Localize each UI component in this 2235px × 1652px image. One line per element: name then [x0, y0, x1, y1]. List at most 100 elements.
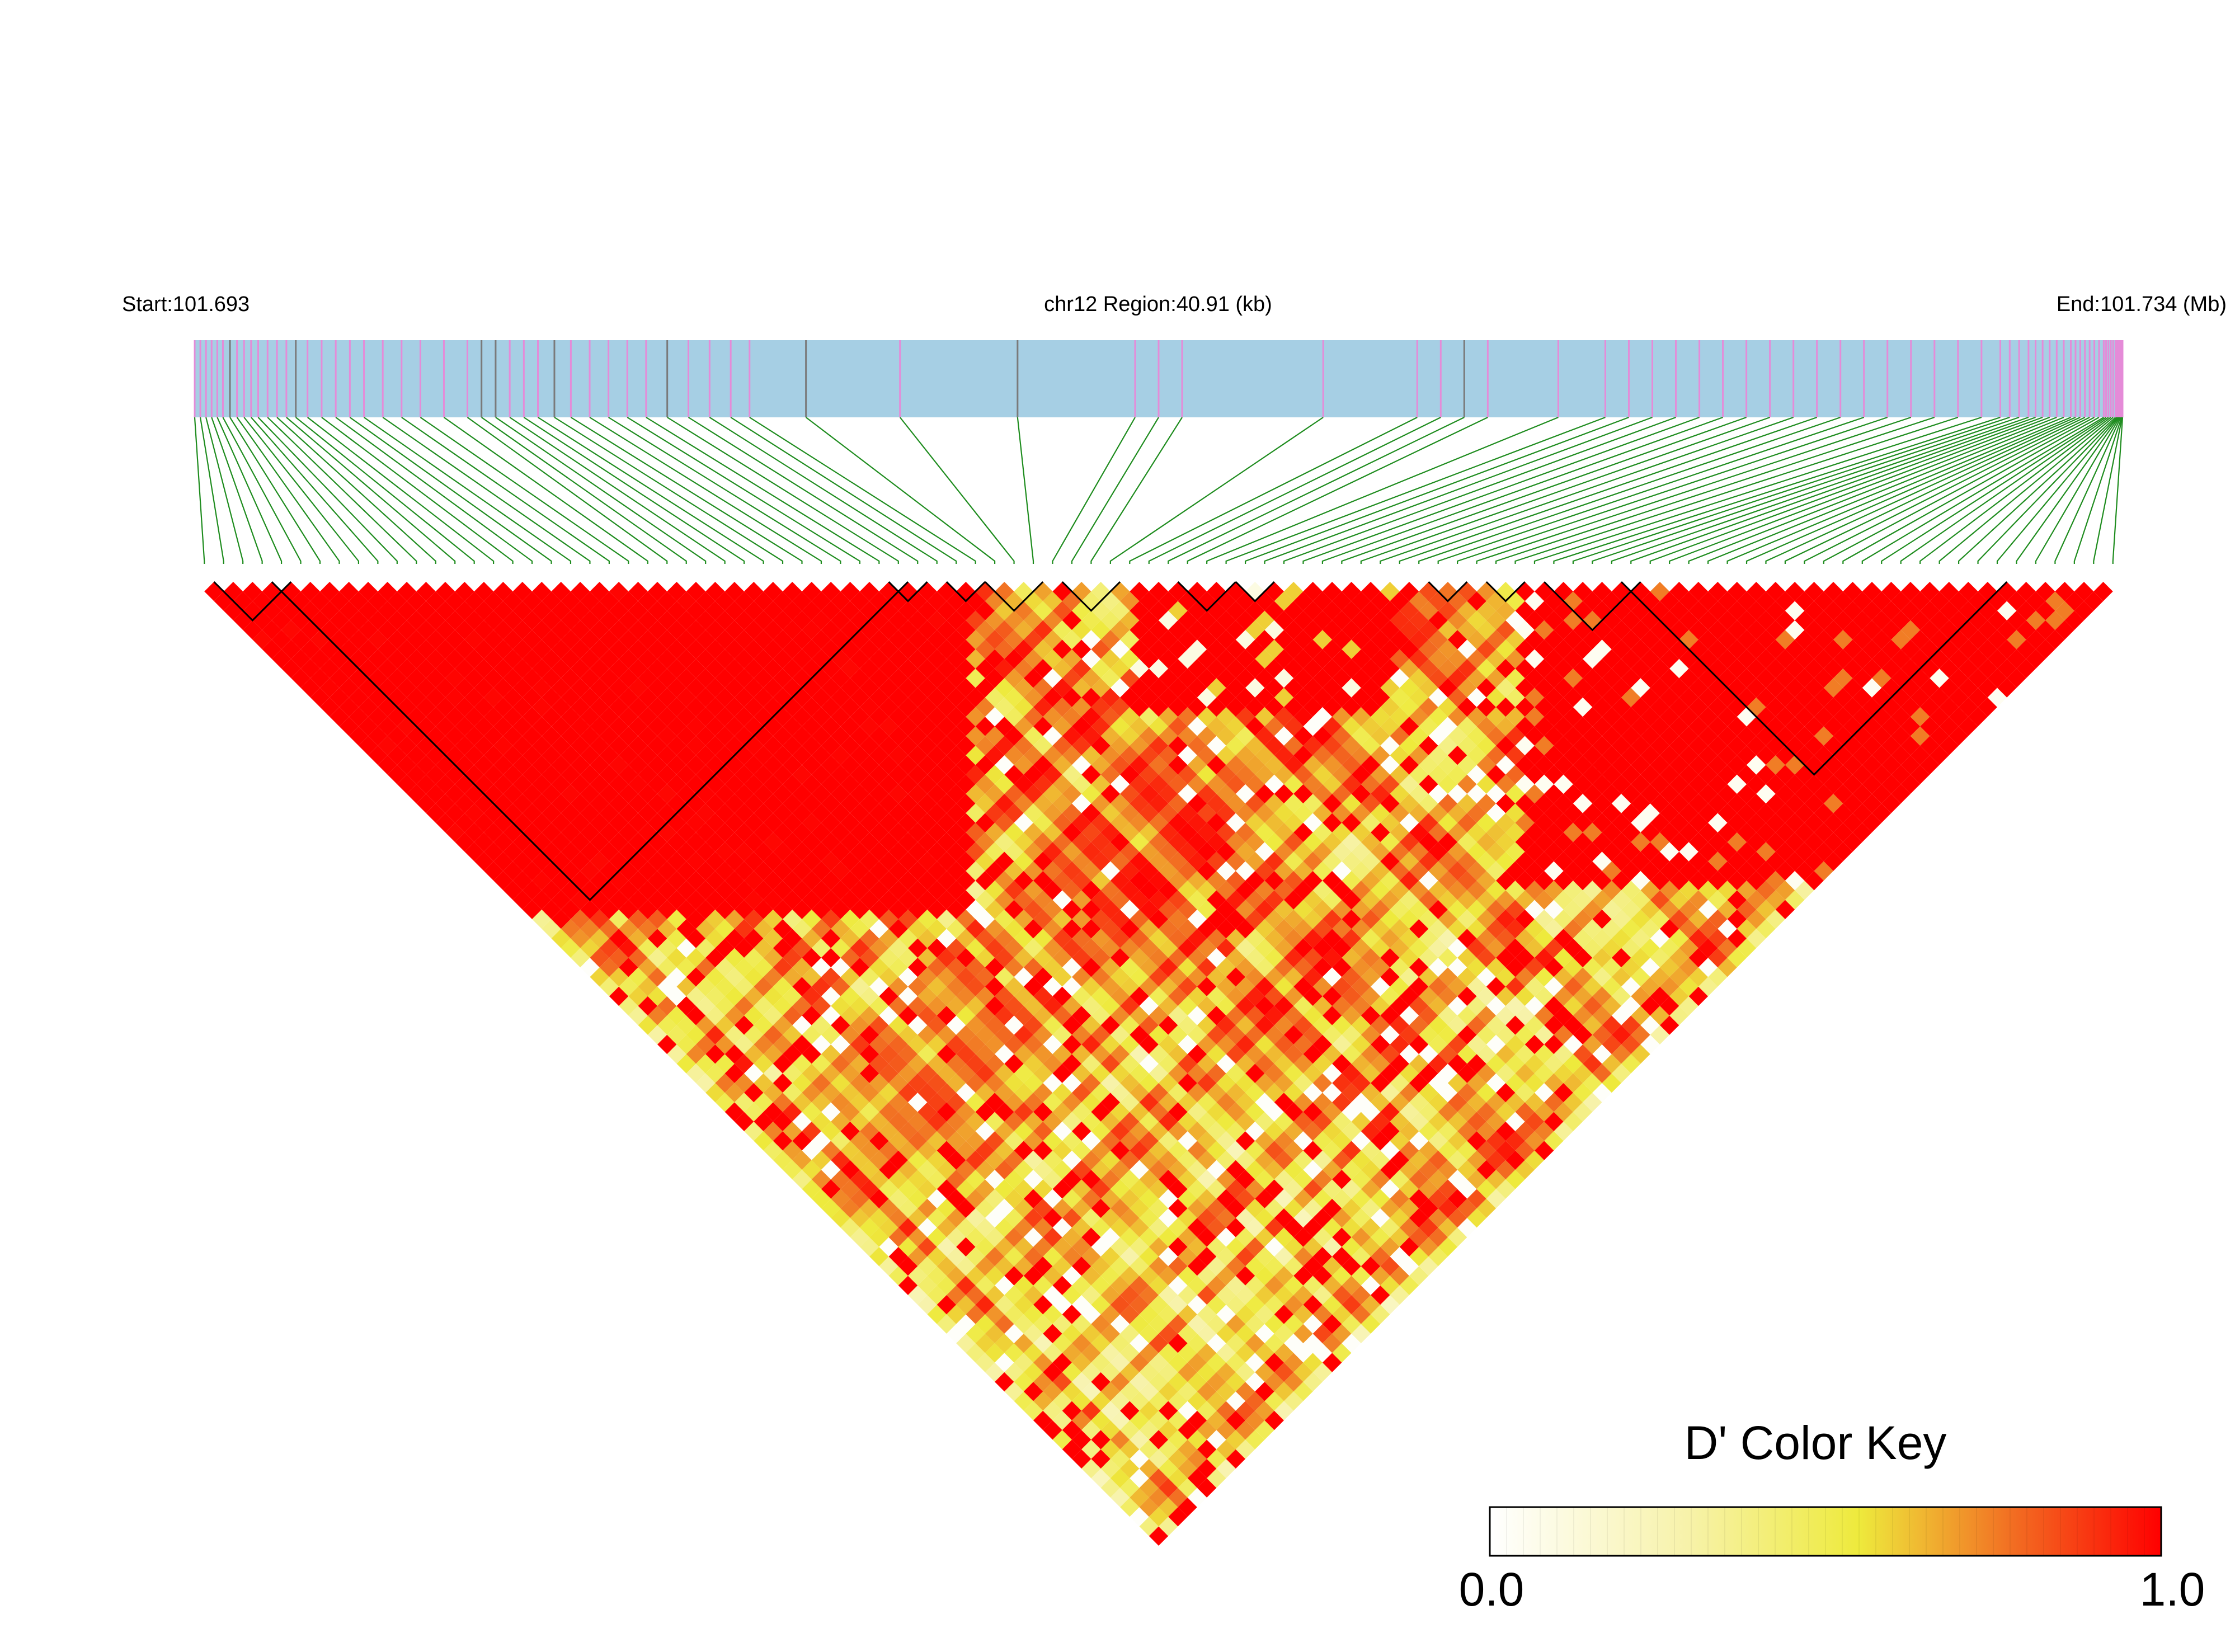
- ld-cell: [1110, 929, 1130, 948]
- ld-cell: [464, 822, 484, 843]
- ld-cell: [493, 832, 513, 852]
- ld-cell: [570, 697, 590, 717]
- ld-cell: [1322, 1160, 1342, 1180]
- ld-cell: [1110, 658, 1130, 679]
- ld-cell: [1563, 610, 1583, 630]
- ld-cell: [1447, 669, 1467, 688]
- ld-cell: [570, 678, 590, 698]
- ld-cell: [869, 1034, 889, 1055]
- ld-cell: [522, 688, 542, 707]
- snp-connector: [1244, 416, 1629, 564]
- ld-cell: [1688, 620, 1709, 640]
- snp-connector: [1341, 416, 1747, 564]
- snp-connector: [2073, 417, 2123, 564]
- ld-cell: [1052, 909, 1072, 929]
- ld-cell: [869, 669, 889, 688]
- ld-cell: [1110, 1276, 1130, 1296]
- snp-connector: [1225, 416, 1606, 564]
- snp-connector: [1630, 416, 2036, 564]
- snp-connector: [899, 417, 1015, 564]
- ld-cell: [1804, 697, 1824, 717]
- ld-cell: [869, 1054, 889, 1074]
- ld-cell: [1688, 717, 1709, 736]
- ld-cell: [1447, 1093, 1467, 1112]
- ld-cell: [435, 601, 455, 620]
- ld-cell: [252, 630, 272, 649]
- ld-cell: [1447, 1015, 1467, 1035]
- ld-cell: [869, 881, 889, 900]
- snp-connector: [627, 417, 860, 564]
- ld-cell: [995, 986, 1014, 1006]
- ld-cell: [628, 774, 648, 794]
- snp-connector: [749, 417, 976, 564]
- ld-cell: [570, 658, 590, 679]
- end-label: End:101.734 (Mb): [2057, 293, 2227, 316]
- ld-cell: [1207, 851, 1226, 871]
- ld-cell: [522, 900, 542, 920]
- ld-cell: [1322, 1063, 1342, 1083]
- ld-cell: [1207, 1006, 1226, 1025]
- ld-cell: [1322, 1082, 1342, 1103]
- ld-cell: [1052, 755, 1072, 775]
- ld-cell: [937, 1256, 957, 1276]
- ld-cell: [1322, 755, 1342, 775]
- ld-cell: [811, 822, 831, 843]
- snp-connector: [1919, 417, 2111, 564]
- snp-connector: [1996, 417, 2119, 564]
- ld-cell: [407, 591, 426, 611]
- ld-cell: [995, 1237, 1014, 1257]
- ld-cell: [1804, 736, 1824, 756]
- ld-cell: [1110, 1102, 1130, 1122]
- snp-connector: [537, 417, 764, 564]
- ld-cell: [1207, 890, 1226, 910]
- ld-cell: [995, 1082, 1014, 1103]
- ld-cell: [995, 658, 1014, 679]
- ld-cell: [464, 803, 484, 823]
- ld-cell: [937, 1141, 957, 1160]
- ld-cell: [1110, 1488, 1130, 1508]
- ld-cell: [1563, 726, 1583, 746]
- ld-cell: [319, 639, 340, 659]
- snp-connector: [646, 417, 880, 564]
- ld-cell: [995, 794, 1014, 813]
- ld-cell: [995, 948, 1014, 968]
- ld-cell: [628, 755, 648, 775]
- ld-cell: [995, 601, 1014, 620]
- ld-cell: [1110, 986, 1130, 1006]
- ld-cell: [1207, 1044, 1226, 1064]
- ld-cell: [869, 591, 889, 611]
- ld-cell: [1052, 1256, 1072, 1276]
- ld-cell: [1650, 1025, 1670, 1045]
- ld-cell: [754, 861, 773, 881]
- ld-cell: [811, 957, 831, 977]
- ld-cell: [1052, 1198, 1072, 1218]
- ld-cell: [570, 794, 590, 813]
- ld-cell: [522, 726, 542, 746]
- snp-connector: [1804, 417, 2090, 564]
- ld-cell: [1110, 717, 1130, 736]
- ld-cell: [319, 678, 340, 698]
- ld-cell: [1447, 688, 1467, 707]
- ld-cell: [1563, 669, 1583, 688]
- ld-cell: [937, 620, 957, 640]
- ld-cell: [1052, 1102, 1072, 1122]
- ld-cell: [1804, 832, 1824, 852]
- ld-cell: [995, 1276, 1014, 1296]
- ld-cell: [233, 610, 253, 630]
- ld-cell: [281, 658, 301, 679]
- ld-cell: [1052, 813, 1072, 832]
- ld-cell: [1438, 1237, 1458, 1257]
- ld-cell: [570, 929, 590, 948]
- snp-connector: [1283, 416, 1676, 564]
- ld-cell: [869, 938, 889, 958]
- ld-cell: [937, 870, 957, 891]
- ld-cell: [1207, 1141, 1226, 1160]
- ld-cell: [995, 755, 1014, 775]
- ld-cell: [1688, 601, 1709, 620]
- ld-cell: [281, 620, 301, 640]
- snp-connector: [589, 417, 822, 564]
- snp-connector: [1514, 416, 1959, 564]
- ld-cell: [995, 1063, 1014, 1083]
- ld-cell: [1110, 639, 1130, 659]
- ld-cell: [869, 610, 889, 630]
